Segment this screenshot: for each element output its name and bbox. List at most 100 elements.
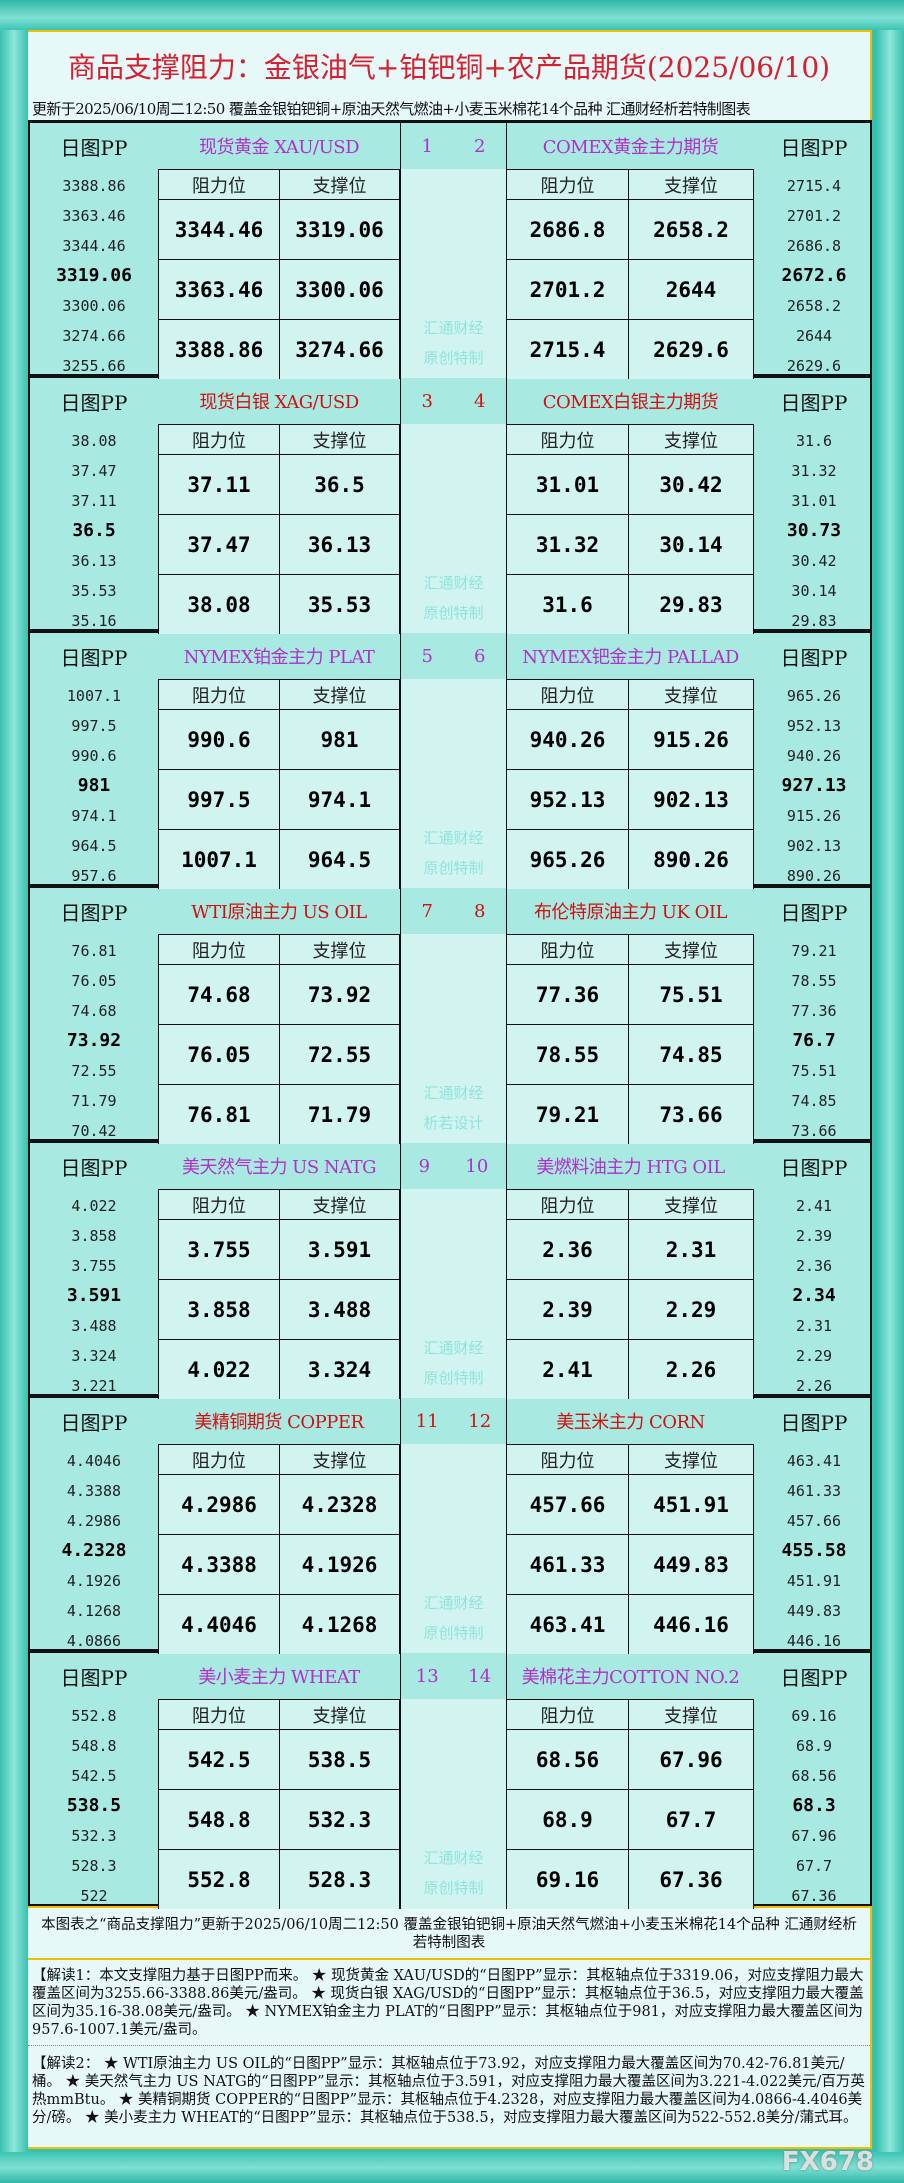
support-value: 2.29	[628, 1279, 754, 1339]
pivot-value: 2.34	[792, 1285, 836, 1306]
resistance-value: 76.81	[158, 1084, 279, 1144]
commodity-block: 日图PP 现货白银 XAG/USD 3 4 COMEX白银主力期货 日图PP 38.08 37…	[28, 375, 872, 634]
watermark-text: 原创特制	[423, 349, 484, 367]
pivot-value: 68.3	[792, 1795, 836, 1816]
support-value: 4.1926	[279, 1534, 400, 1594]
support-header: 支撑位	[628, 1699, 754, 1729]
resistance-value: 68.56	[506, 1729, 628, 1789]
pp-value: 30.14	[791, 582, 837, 600]
pp-column-right: 2.41 2.39 2.36 2.34 2.31 2.29 2.26	[754, 1189, 874, 1399]
watermark-text: 汇通财经	[423, 829, 484, 847]
pp-value: 451.91	[786, 1572, 842, 1590]
support-value: 964.5	[279, 829, 400, 889]
pp-value: 4.4046	[66, 1452, 122, 1470]
commodity-block: 日图PP WTI原油主力 US OIL 7 8 布伦特原油主力 UK OIL 日图PP 76…	[28, 885, 872, 1144]
pp-value: 974.1	[71, 807, 117, 825]
resistance-value: 1007.1	[158, 829, 279, 889]
watermark-logo: FX678	[781, 2147, 874, 2177]
pp-value: 37.47	[71, 462, 117, 480]
pp-column-right: 2715.4 2701.2 2686.8 2672.6 2658.2 2644 2629.6	[754, 169, 874, 379]
resistance-value: 4.4046	[158, 1594, 279, 1654]
support-value: 446.16	[628, 1594, 754, 1654]
bottom-frame	[0, 2152, 904, 2183]
pivot-value: 36.5	[72, 520, 116, 541]
support-value: 2.26	[628, 1339, 754, 1399]
pp-header-right: 日图PP	[780, 135, 848, 160]
pivot-value: 981	[77, 775, 111, 796]
support-value: 981	[279, 709, 400, 769]
resistance-value: 37.47	[158, 514, 279, 574]
pp-column-left: 1007.1 997.5 990.6 981 974.1 964.5 957.6	[30, 679, 158, 889]
resistance-value: 3.755	[158, 1219, 279, 1279]
pp-value: 30.42	[791, 552, 837, 570]
pp-value: 3.221	[71, 1377, 117, 1395]
resistance-value: 2715.4	[506, 319, 628, 379]
resistance-value: 990.6	[158, 709, 279, 769]
block-numbers: 13 14	[400, 1653, 506, 1699]
pp-column-left: 38.08 37.47 37.11 36.5 36.13 35.53 35.16	[30, 424, 158, 634]
support-value: 449.83	[628, 1534, 754, 1594]
support-header: 支撑位	[279, 169, 400, 199]
pp-value: 532.3	[71, 1827, 117, 1845]
pp-value: 4.1268	[66, 1602, 122, 1620]
commodity-block: 日图PP NYMEX铂金主力 PLAT 5 6 NYMEX钯金主力 PALLAD 日图PP…	[28, 630, 872, 889]
pp-header-left: 日图PP	[60, 900, 128, 925]
pp-value: 74.85	[791, 1092, 837, 1110]
support-value: 3319.06	[279, 199, 400, 259]
pp-header-right: 日图PP	[780, 1155, 848, 1180]
support-header: 支撑位	[628, 1189, 754, 1219]
pp-value: 67.96	[791, 1827, 837, 1845]
support-value: 3.324	[279, 1339, 400, 1399]
commodity-name-right: 美玉米主力 CORN	[506, 1398, 754, 1444]
pp-value: 68.56	[791, 1767, 837, 1785]
pivot-value: 4.2328	[61, 1540, 127, 1561]
resistance-header: 阻力位	[158, 424, 279, 454]
support-value: 915.26	[628, 709, 754, 769]
support-header: 支撑位	[279, 1189, 400, 1219]
pp-value: 2.29	[795, 1347, 833, 1365]
number-left: 3	[421, 390, 433, 412]
support-value: 67.96	[628, 1729, 754, 1789]
pp-value: 68.9	[795, 1737, 833, 1755]
support-value: 902.13	[628, 769, 754, 829]
pp-value: 965.26	[786, 687, 842, 705]
resistance-header: 阻力位	[506, 169, 628, 199]
pp-header-right: 日图PP	[780, 900, 848, 925]
number-right: 14	[468, 1665, 492, 1687]
support-value: 29.83	[628, 574, 754, 634]
resistance-header: 阻力位	[158, 679, 279, 709]
pp-header-right: 日图PP	[780, 390, 848, 415]
pp-value: 35.53	[71, 582, 117, 600]
resistance-value: 3344.46	[158, 199, 279, 259]
pp-header-left: 日图PP	[60, 390, 128, 415]
support-value: 72.55	[279, 1024, 400, 1084]
watermark-text: 原创特制	[423, 604, 484, 622]
commodity-name-right: 美棉花主力COTTON NO.2	[506, 1653, 754, 1699]
support-value: 67.36	[628, 1849, 754, 1909]
pp-column-right: 463.41 461.33 457.66 455.58 451.91 449.83 446.…	[754, 1444, 874, 1654]
resistance-value: 4.022	[158, 1339, 279, 1399]
pp-header-right: 日图PP	[780, 645, 848, 670]
resistance-value: 69.16	[506, 1849, 628, 1909]
commodity-name-left: 美小麦主力 WHEAT	[198, 1667, 360, 1688]
number-right: 10	[465, 1155, 489, 1177]
pp-value: 2.31	[795, 1317, 833, 1335]
watermark-column: 汇通财经 原创特制	[400, 1699, 506, 1909]
support-header: 支撑位	[279, 1699, 400, 1729]
pivot-value: 455.58	[781, 1540, 847, 1561]
support-value: 35.53	[279, 574, 400, 634]
pp-column-left: 4.022 3.858 3.755 3.591 3.488 3.324 3.221	[30, 1189, 158, 1399]
pp-value: 31.01	[791, 492, 837, 510]
support-value: 36.13	[279, 514, 400, 574]
pp-value: 3.858	[71, 1227, 117, 1245]
pp-header-left: 日图PP	[60, 1155, 128, 1180]
commodity-name-right: COMEX黄金主力期货	[506, 123, 754, 169]
chart-table: 商品支撑阻力：金银油气+铂钯铜+农产品期货(2025/06/10) 更新于202…	[28, 30, 872, 2149]
support-header: 支撑位	[628, 169, 754, 199]
resistance-header: 阻力位	[506, 424, 628, 454]
commodity-block: 日图PP 美天然气主力 US NATG 9 10 美燃料油主力 HTG OIL 日图PP 4…	[28, 1140, 874, 1399]
watermark-text: 汇通财经	[423, 1339, 484, 1357]
support-header: 支撑位	[628, 1444, 754, 1474]
